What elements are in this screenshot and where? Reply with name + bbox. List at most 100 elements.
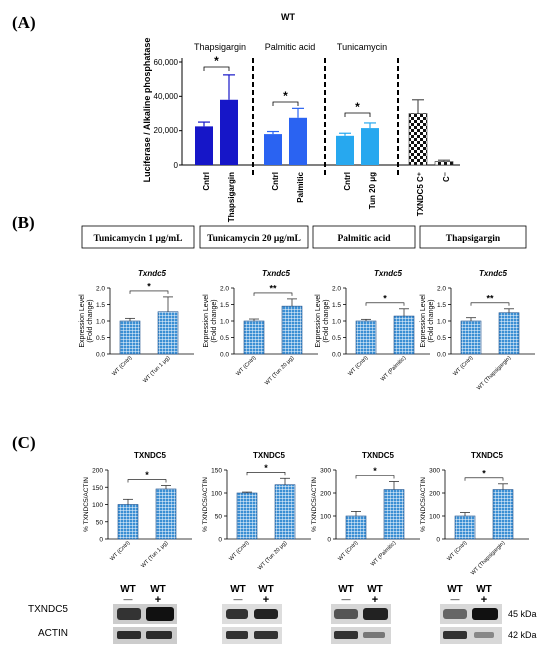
blot-2-txndc5-band-1 <box>226 609 248 619</box>
c3-plot: TXNDC5 % TXNDC5/ACTIN 0 100 200 300 WT (Cntrl)… <box>311 451 420 568</box>
blot-4-txndc5-band-1 <box>443 609 467 619</box>
b3-bar-0 <box>355 320 377 355</box>
c4-plot: TXNDC5 % TXNDC5/ACTIN 0 100 200 300 WT (Cntrl)… <box>420 451 529 577</box>
blot-2-lane-label-1: WT <box>230 584 246 595</box>
header-label-0: Tunicamycin 1 μg/mL <box>94 234 183 244</box>
c3-bar-1 <box>383 489 405 540</box>
c4-ylabel: % TXNDC5/ACTIN <box>420 477 427 532</box>
b4-xlabel-1: WT (Thapsigargin) <box>476 355 512 391</box>
blot-1-txndc5-band-1 <box>117 608 141 620</box>
c1-ytick-1: 50 <box>96 519 104 526</box>
blot-1-lane-label-2: WT <box>150 584 166 595</box>
blot-2: WT WT — + <box>222 584 282 644</box>
blot-3-lane-label-2: WT <box>367 584 383 595</box>
a-ytick-3: 60,000 <box>154 58 179 67</box>
b3-ytick-0: 0.0 <box>332 352 341 359</box>
header-label-2: Palmitic acid <box>337 234 391 244</box>
c2-bar-0 <box>236 492 258 540</box>
b1-ylabel-1: Expression Level <box>79 294 86 348</box>
c1-ytick-3: 150 <box>92 485 103 492</box>
blot-1-lane-label-1: WT <box>120 584 136 595</box>
blot-row-label-actin: ACTIN <box>38 628 68 639</box>
c2-xlabel-0: WT (Cntrl) <box>228 540 250 562</box>
b3-ytick-4: 2.0 <box>332 286 341 293</box>
a-xlabel-7: C⁻ <box>442 172 451 182</box>
b1-ytick-2: 1.0 <box>96 319 105 326</box>
c1-bar-1 <box>155 488 177 540</box>
b4-ytick-1: 0.5 <box>437 335 446 342</box>
b3-title: Txndc5 <box>374 269 403 278</box>
b1-bar-0 <box>119 320 141 355</box>
blot-1-plus: + <box>155 594 161 606</box>
c1-title: TXNDC5 <box>134 451 167 460</box>
c4-ytick-3: 300 <box>429 468 440 475</box>
b2-xlabel-0: WT (Cntrl) <box>235 355 257 377</box>
blot-size-42: 42 kDa <box>508 630 537 640</box>
b4-title: Txndc5 <box>479 269 508 278</box>
b4-sig-star: ** <box>486 293 494 303</box>
b2-bar-0 <box>243 320 265 355</box>
a-xlabel-6: TXNDC5 C⁺ <box>416 172 425 216</box>
b4-xlabel-0: WT (Cntrl) <box>452 355 474 377</box>
c1-ytick-4: 200 <box>92 468 103 475</box>
blot-3-txndc5-band-2 <box>363 608 388 620</box>
c1-sig-star: * <box>145 470 149 480</box>
b3-ylabel-2: (Fold change) <box>323 299 330 342</box>
b2-ytick-0: 0.0 <box>220 352 229 359</box>
b2-plot: Txndc5 Expression Level (Fold change) 0.0 0.… <box>203 269 318 387</box>
b4-bar-0 <box>460 320 482 355</box>
western-blot: TXNDC5 ACTIN 45 kDa 42 kDa WT WT — + WT … <box>28 584 537 644</box>
header-box-1 <box>199 225 309 249</box>
b1-bar-1 <box>157 311 179 355</box>
blot-1-actin-band-2 <box>146 631 172 639</box>
a-bar-0 <box>195 126 213 165</box>
header-label-3: Thapsigargin <box>446 234 501 244</box>
c2-xlabel-1: WT (Tun 20 μg) <box>257 540 288 571</box>
c2-ytick-2: 100 <box>211 491 222 498</box>
blot-3-plus: + <box>372 594 378 606</box>
blot-4-actin-band-1 <box>443 631 467 639</box>
c4-xlabel-0: WT (Cntrl) <box>446 540 468 562</box>
blot-2-minus: — <box>234 594 243 604</box>
blot-2-actin-band-1 <box>226 631 248 639</box>
b1-ylabel-2: (Fold change) <box>87 299 94 342</box>
blot-size-45: 45 kDa <box>508 609 537 619</box>
blot-2-actin-band-2 <box>254 631 278 639</box>
c2-sig-bracket <box>246 471 286 476</box>
b3-sig-bracket <box>365 302 405 306</box>
b1-title: Txndc5 <box>138 269 167 278</box>
blot-2-txndc5-band-2 <box>254 609 278 619</box>
c4-ytick-1: 100 <box>429 514 440 521</box>
c3-title: TXNDC5 <box>362 451 395 460</box>
c3-sig-star: * <box>373 466 377 476</box>
blot-2-lane-label-2: WT <box>258 584 274 595</box>
a-ytick-1: 20,000 <box>154 126 179 135</box>
b1-xlabel-1: WT (Tun 1 μg) <box>142 355 171 384</box>
a-sig-star-2: * <box>355 100 360 114</box>
panel-b-label: (B) <box>12 213 35 232</box>
a-xlabel-0: Cntrl <box>202 172 211 191</box>
c3-xlabel-0: WT (Cntrl) <box>337 540 359 562</box>
c3-ytick-2: 200 <box>320 491 331 498</box>
blot-1-actin-band-1 <box>117 631 141 639</box>
b1-sig-bracket <box>129 290 169 294</box>
blot-3-lane-label-1: WT <box>338 584 354 595</box>
b2-ytick-1: 0.5 <box>220 335 229 342</box>
c2-title: TXNDC5 <box>253 451 286 460</box>
blot-3-actin-band-2 <box>363 632 385 638</box>
b2-ylabel-1: Expression Level <box>203 294 210 348</box>
c3-ylabel: % TXNDC5/ACTIN <box>311 477 318 532</box>
b2-ylabel-2: (Fold change) <box>211 299 218 342</box>
c1-xlabel-1: WT (Tun 1 μg) <box>140 540 169 569</box>
b1-ytick-4: 2.0 <box>96 286 105 293</box>
a-ytick-0: 0 <box>174 161 179 170</box>
b1-ytick-0: 0.0 <box>96 352 105 359</box>
panel-c-label: (C) <box>12 433 36 452</box>
b4-ytick-3: 1.5 <box>437 302 446 309</box>
b2-sig-star: ** <box>269 283 277 293</box>
c4-sig-star: * <box>482 468 486 478</box>
blot-4-minus: — <box>451 594 460 604</box>
panel-a-y-axis: 0 20,000 40,000 60,000 <box>154 58 179 170</box>
